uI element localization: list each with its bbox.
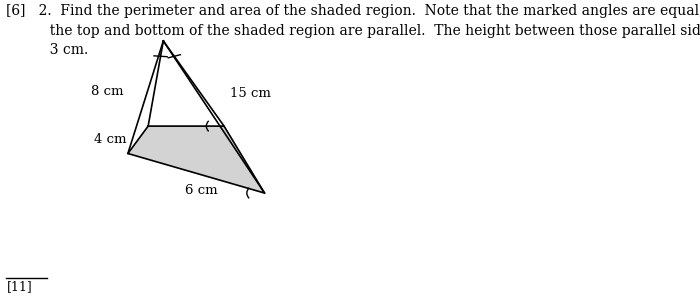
Text: 6 cm: 6 cm xyxy=(185,185,218,197)
Text: 8 cm: 8 cm xyxy=(92,85,124,98)
Text: [6]   2.  Find the perimeter and area of the shaded region.  Note that the marke: [6] 2. Find the perimeter and area of th… xyxy=(6,4,700,57)
Polygon shape xyxy=(128,126,265,193)
Text: 15 cm: 15 cm xyxy=(230,87,270,100)
Text: [11]: [11] xyxy=(6,280,32,293)
Text: 4 cm: 4 cm xyxy=(94,133,127,146)
